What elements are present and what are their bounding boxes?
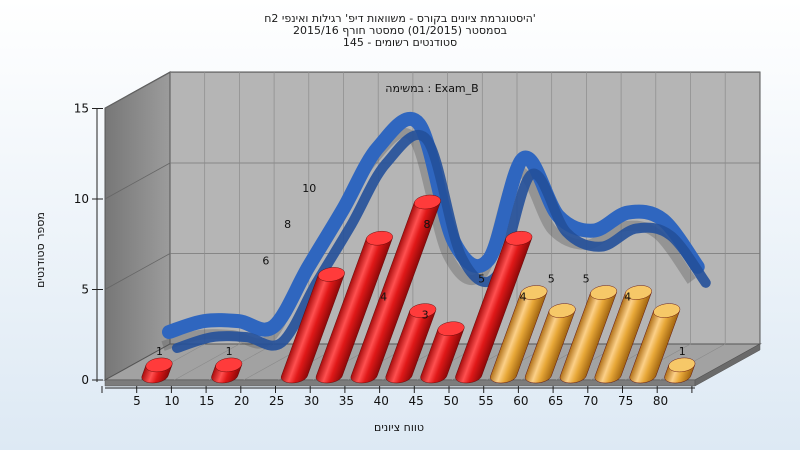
task-annotation: במשימה : Exam_B — [385, 82, 478, 95]
x-tick-label-10: 10 — [164, 394, 179, 408]
value-label-65: 5 — [548, 273, 555, 286]
x-axis: 5 10 15 20 25 30 35 40 45 50 55 60 65 70 75 80 — [101, 386, 695, 408]
x-tick-label-55: 55 — [478, 394, 493, 408]
y-axis: 0 5 10 15 — [74, 102, 103, 387]
bar-30 — [315, 230, 393, 384]
x-axis-label: טווח ציונים — [374, 421, 424, 434]
x-tick-label-65: 65 — [548, 394, 563, 408]
value-label-30: 8 — [284, 218, 291, 231]
bars — [141, 194, 696, 384]
bar-body — [280, 274, 345, 384]
chart-title: היסטוגרמת ציונים בקורס - משוואות דיפ' רג… — [264, 12, 536, 49]
y-axis-label: מספר סטודנטים — [34, 212, 47, 288]
bar-body — [629, 310, 680, 384]
gridline-side-5 — [104, 253, 171, 290]
bar-body — [524, 310, 576, 384]
bar-40 — [385, 303, 437, 384]
left-wall — [104, 71, 171, 381]
bar-top — [215, 357, 243, 373]
x-tick-label-80: 80 — [653, 394, 668, 408]
value-label-80: 1 — [679, 345, 686, 358]
bar-35 — [350, 194, 441, 384]
x-tick-label-25: 25 — [269, 394, 284, 408]
value-label-25: 6 — [262, 254, 269, 267]
x-tick-label-5: 5 — [133, 394, 141, 408]
plot-frame — [103, 71, 762, 387]
bar-15 — [211, 357, 243, 384]
value-label-40: 4 — [380, 291, 387, 304]
gridline-floor — [174, 343, 240, 381]
y-tick-label-0: 0 — [81, 373, 89, 387]
bar-top — [437, 321, 465, 336]
bar-55 — [490, 285, 548, 384]
value-label-35: 10 — [302, 182, 316, 195]
bar-top — [409, 303, 437, 318]
trend-ribbon-bottom — [172, 129, 711, 353]
x-tick-label-20: 20 — [234, 394, 249, 408]
value-label-60: 4 — [520, 291, 527, 304]
bar-body — [315, 238, 393, 384]
bar-body — [559, 292, 617, 384]
bar-45 — [420, 321, 465, 384]
bar-70 — [594, 285, 652, 384]
bar-body — [350, 201, 441, 384]
back-wall — [169, 71, 761, 345]
x-tick-label-75: 75 — [618, 394, 633, 408]
bar-body — [490, 292, 548, 384]
bar-50 — [455, 230, 533, 384]
x-tick-label-35: 35 — [339, 394, 354, 408]
y-tick-label-5: 5 — [81, 283, 89, 297]
bar-top — [653, 303, 681, 318]
y-tick-label-15: 15 — [74, 102, 89, 116]
bar-top — [548, 303, 576, 318]
bar-top — [145, 357, 173, 373]
chart-title-line-3: סטודנטים רשומים - 145 — [343, 36, 457, 49]
bar-60 — [524, 303, 576, 384]
x-tick-label-15: 15 — [199, 394, 214, 408]
value-label-75: 4 — [624, 291, 631, 304]
value-labels: 1 1 6 8 10 4 3 8 5 4 5 5 4 1 — [156, 182, 686, 358]
bar-top — [520, 285, 548, 300]
bar-top — [365, 230, 393, 246]
bar-top — [505, 230, 533, 246]
bar-65 — [559, 285, 618, 384]
bar-body — [385, 310, 437, 384]
gridline-side-15 — [104, 72, 171, 109]
value-label-55: 5 — [478, 273, 485, 286]
bar-top — [668, 357, 696, 373]
bar-body — [420, 328, 465, 384]
chart-title-line-2: בסמסטר (01/2015) סמסטר חורף 2015/16 — [293, 24, 507, 37]
y-tick-label-10: 10 — [74, 192, 89, 206]
bar-top — [413, 194, 441, 210]
value-label-50: 8 — [423, 218, 430, 231]
x-tick-label-50: 50 — [443, 394, 458, 408]
chart-title-line-1: היסטוגרמת ציונים בקורס - משוואות דיפ' רג… — [264, 12, 536, 25]
x-tick-label-40: 40 — [374, 394, 389, 408]
value-label-15: 1 — [226, 345, 233, 358]
bar-75 — [629, 303, 681, 384]
x-tick-label-30: 30 — [304, 394, 319, 408]
value-label-45: 3 — [422, 309, 429, 322]
bar-top — [590, 285, 618, 300]
x-tick-label-60: 60 — [513, 394, 528, 408]
value-label-5: 1 — [156, 345, 163, 358]
x-tick-label-70: 70 — [583, 394, 598, 408]
bar-25 — [280, 267, 345, 384]
bar-5 — [141, 357, 173, 384]
bar-top — [317, 267, 345, 282]
gridline-side-10 — [104, 162, 171, 200]
bar-body — [455, 238, 533, 384]
bar-top — [624, 285, 652, 300]
bar-80 — [664, 357, 696, 384]
x-tick-label-45: 45 — [409, 394, 424, 408]
floor-right-edge — [694, 343, 761, 387]
bar-body — [594, 292, 652, 384]
value-label-70: 5 — [583, 273, 590, 286]
